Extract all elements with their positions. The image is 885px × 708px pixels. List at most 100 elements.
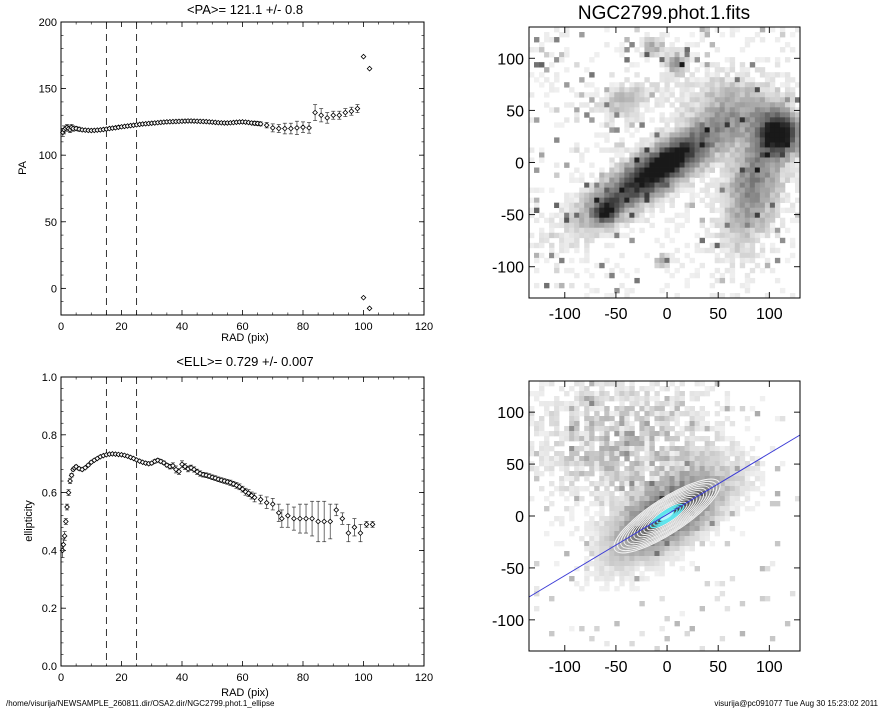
galaxy-image-pixel bbox=[604, 27, 610, 33]
isophote-model-pixel bbox=[589, 426, 595, 432]
galaxy-image-pixel bbox=[589, 162, 595, 168]
isophote-model-pixel bbox=[599, 566, 605, 572]
galaxy-image-pixel bbox=[669, 162, 675, 168]
galaxy-image-pixel bbox=[739, 82, 746, 88]
galaxy-image-pixel bbox=[559, 282, 565, 289]
isophote-model-pixel bbox=[634, 471, 640, 477]
ellipticity-data-point bbox=[363, 521, 370, 528]
isophote-model-pixel bbox=[664, 486, 670, 492]
isophote-model-pixel bbox=[534, 391, 540, 397]
galaxy-image-pixel bbox=[664, 67, 670, 73]
isophote-model-pixel bbox=[759, 471, 766, 477]
galaxy-image-pixel bbox=[784, 112, 791, 118]
isophote-model-pixel bbox=[544, 466, 550, 472]
galaxy-image-pixel bbox=[674, 247, 680, 254]
galaxy-image-pixel bbox=[689, 152, 695, 158]
isophote-model-pixel bbox=[634, 496, 640, 502]
galaxy-image-pixel bbox=[669, 132, 675, 138]
galaxy-image-pixel bbox=[764, 137, 771, 143]
galaxy-image-pixel bbox=[694, 92, 700, 98]
isophote-model-pixel bbox=[724, 486, 731, 492]
isophote-model-pixel bbox=[719, 456, 726, 462]
galaxy-image-pixel bbox=[554, 282, 560, 289]
isophote-model-pixel bbox=[689, 411, 695, 417]
isophote-model-pixel bbox=[654, 496, 660, 502]
galaxy-image-pixel bbox=[639, 162, 645, 168]
galaxy-image-pixel bbox=[679, 112, 685, 118]
isophote-model-pixel bbox=[789, 591, 796, 597]
galaxy-image-pixel bbox=[684, 87, 690, 93]
galaxy-image-pixel bbox=[729, 82, 736, 88]
isophote-model-pixel bbox=[649, 561, 655, 567]
isophote-model-pixel bbox=[684, 526, 690, 532]
galaxy-image-pixel bbox=[774, 167, 781, 173]
isophote-model-pixel bbox=[694, 451, 700, 457]
isophote-model-pixel bbox=[599, 496, 605, 502]
galaxy-image-pixel bbox=[769, 222, 776, 229]
isophote-model-pixel bbox=[539, 421, 545, 427]
isophote-model-pixel bbox=[659, 486, 665, 492]
isophote-model-pixel bbox=[544, 431, 550, 437]
isophote-model-pixel bbox=[719, 511, 726, 517]
galaxy-image-pixel bbox=[769, 172, 776, 178]
isophote-model-pixel bbox=[569, 576, 575, 582]
isophote-model-pixel bbox=[724, 516, 731, 522]
isophote-model-pixel bbox=[729, 486, 736, 492]
isophote-model-pixel bbox=[594, 626, 600, 632]
galaxy-image-pixel bbox=[714, 142, 721, 148]
galaxy-image-y-tick-label: 0 bbox=[515, 156, 524, 173]
galaxy-image-pixel bbox=[739, 67, 746, 73]
isophote-model-pixel bbox=[529, 416, 535, 422]
isophote-model-pixel bbox=[694, 381, 700, 387]
isophote-model-pixel bbox=[554, 541, 560, 547]
galaxy-image-pixel bbox=[654, 257, 660, 264]
isophote-model-pixel bbox=[634, 511, 640, 517]
galaxy-image-pixel bbox=[724, 267, 731, 274]
galaxy-image-pixel bbox=[724, 97, 731, 103]
galaxy-image-pixel bbox=[734, 247, 741, 254]
isophote-model-pixel bbox=[624, 386, 630, 392]
galaxy-image-pixel bbox=[694, 112, 700, 118]
isophote-model-pixel bbox=[689, 536, 695, 542]
galaxy-image-pixel bbox=[679, 137, 685, 143]
isophote-model-pixel bbox=[664, 541, 670, 547]
isophote-model-pixel bbox=[739, 461, 746, 467]
galaxy-image-pixel bbox=[569, 192, 575, 198]
isophote-model-pixel bbox=[609, 566, 615, 572]
galaxy-image-pixel bbox=[669, 142, 675, 148]
galaxy-image-pixel bbox=[604, 122, 610, 128]
galaxy-image-pixel bbox=[714, 197, 721, 203]
isophote-model-pixel bbox=[609, 381, 615, 387]
galaxy-image-pixel bbox=[664, 137, 670, 143]
isophote-model-pixel bbox=[589, 431, 595, 437]
galaxy-image-pixel bbox=[684, 52, 690, 58]
galaxy-image-pixel bbox=[619, 142, 625, 148]
galaxy-image-pixel bbox=[684, 82, 690, 88]
galaxy-image-pixel bbox=[684, 152, 690, 158]
isophote-model-pixel bbox=[549, 596, 555, 602]
isophote-model-pixel bbox=[664, 426, 670, 432]
galaxy-image-pixel bbox=[609, 267, 615, 274]
galaxy-image-pixel bbox=[714, 277, 721, 284]
galaxy-image-pixel bbox=[659, 287, 665, 294]
galaxy-image-pixel bbox=[714, 27, 721, 33]
isophote-model-pixel bbox=[604, 466, 610, 472]
isophote-model-pixel bbox=[569, 511, 575, 517]
galaxy-image-pixel bbox=[654, 202, 660, 209]
isophote-model-pixel bbox=[554, 516, 560, 522]
galaxy-image-pixel bbox=[689, 42, 695, 48]
isophote-model-pixel bbox=[624, 566, 630, 572]
galaxy-image-pixel bbox=[724, 217, 731, 224]
isophote-model-pixel bbox=[689, 436, 695, 442]
galaxy-image-pixel bbox=[754, 117, 761, 123]
galaxy-image-pixel bbox=[559, 32, 565, 38]
isophote-model-pixel bbox=[609, 511, 615, 517]
isophote-model-pixel bbox=[649, 451, 655, 457]
isophote-model-pixel bbox=[579, 496, 585, 502]
isophote-model-pixel bbox=[564, 471, 570, 477]
isophote-model-pixel bbox=[609, 496, 615, 502]
isophote-model-pixel bbox=[544, 441, 550, 447]
isophote-model-pixel bbox=[604, 526, 610, 532]
isophote-model-pixel bbox=[694, 416, 700, 422]
isophote-model-pixel bbox=[574, 486, 580, 492]
